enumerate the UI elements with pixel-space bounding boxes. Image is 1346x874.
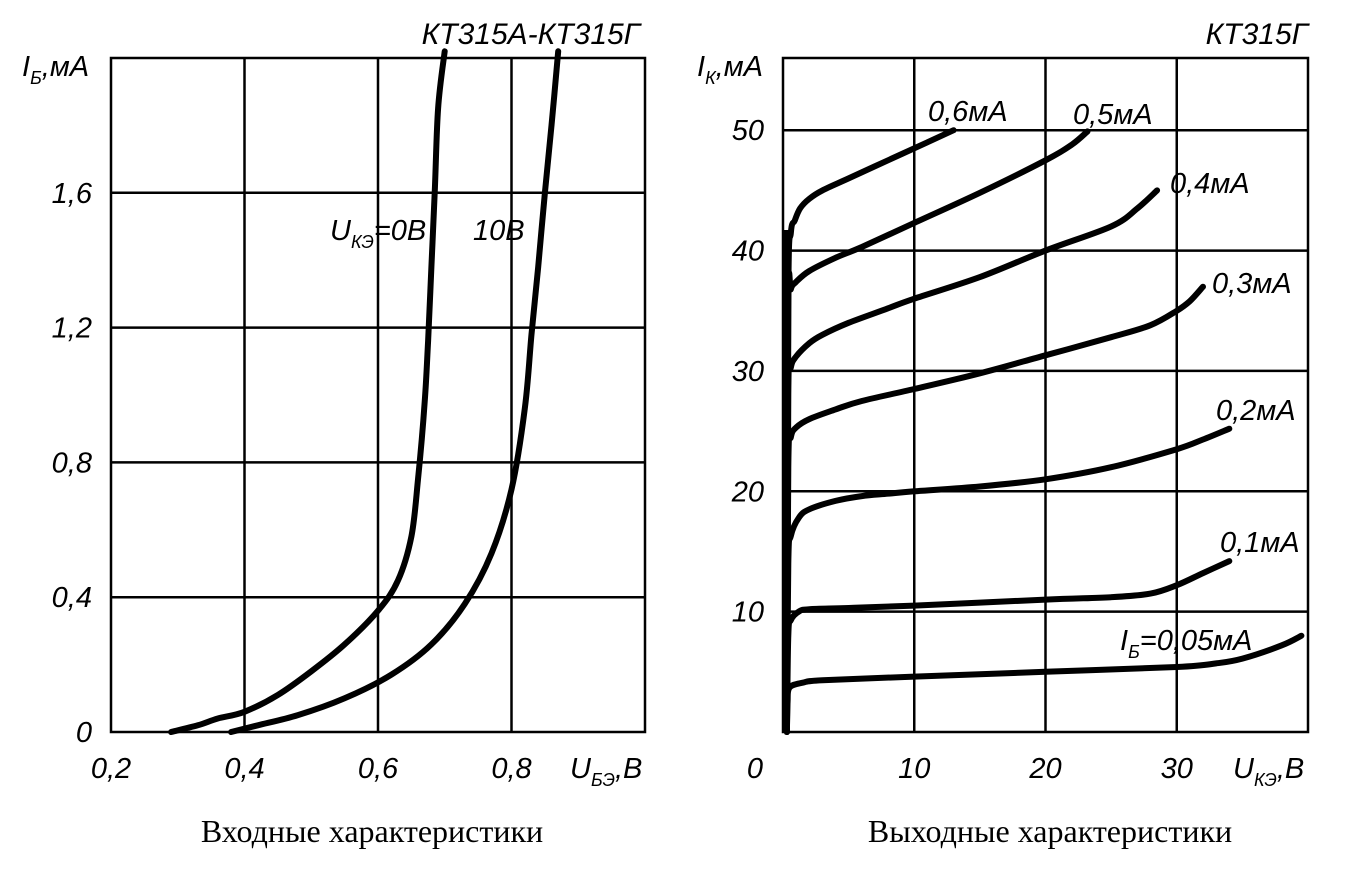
x-tick-label: 20 bbox=[1028, 753, 1061, 785]
series-label-0-2ma: 0,2мА bbox=[1216, 395, 1296, 427]
x-tick-label: 0,8 bbox=[491, 753, 531, 785]
curves bbox=[783, 127, 1305, 735]
y-tick-label: 0,4 bbox=[52, 582, 92, 614]
y-tick-label: 30 bbox=[732, 356, 764, 388]
series-line-2 bbox=[783, 425, 1233, 735]
grid bbox=[781, 56, 1310, 734]
y-tick-label: 0 bbox=[76, 717, 92, 749]
series-line-4 bbox=[783, 187, 1161, 735]
x-tick-label: 0,2 bbox=[91, 753, 131, 785]
series-line-5 bbox=[783, 128, 1091, 735]
series-label-ukeh-0v: UКЭ=0В bbox=[330, 215, 426, 252]
series-label-0-5ma: 0,5мА bbox=[1073, 99, 1153, 131]
tick-labels: 0,2 0,4 0,6 0,8 0 0,4 0,8 1,2 1,6 bbox=[52, 178, 532, 785]
chart-title: КТ315Г bbox=[1206, 18, 1311, 51]
x-axis-label: UБЭ,В bbox=[570, 753, 642, 790]
origin-label: 0 bbox=[747, 753, 763, 785]
y-axis-label: IК,мА bbox=[697, 51, 763, 88]
y-axis-label: IБ,мА bbox=[22, 51, 89, 88]
x-tick-label: 0,4 bbox=[224, 753, 264, 785]
series-label-0-6ma: 0,6мА bbox=[928, 96, 1008, 128]
series-label-0-3ma: 0,3мА bbox=[1212, 268, 1292, 300]
chart-caption: Входные характеристики bbox=[201, 813, 543, 849]
series-line-6 bbox=[783, 127, 957, 735]
x-axis-label: UКЭ,В bbox=[1233, 753, 1304, 790]
output-characteristics-chart: 10 20 30 10 20 30 40 50 КТ315Г IК,мА UКЭ,В 0 IБ… bbox=[697, 18, 1311, 849]
grid bbox=[109, 56, 647, 734]
x-tick-label: 10 bbox=[898, 753, 930, 785]
y-tick-label: 50 bbox=[732, 115, 764, 147]
chart-title: КТ315А-КТ315Г bbox=[422, 18, 643, 51]
y-tick-label: 40 bbox=[732, 236, 764, 268]
series-label-ib-0-05ma: IБ=0,05мА bbox=[1120, 625, 1252, 662]
y-tick-label: 1,2 bbox=[52, 313, 92, 345]
series-line-1 bbox=[783, 558, 1233, 735]
y-tick-label: 10 bbox=[732, 597, 764, 629]
series-label-0-1ma: 0,1мА bbox=[1220, 527, 1300, 559]
series-line-1 bbox=[228, 48, 562, 735]
series-label-10v: 10В bbox=[473, 215, 525, 247]
x-tick-label: 30 bbox=[1161, 753, 1193, 785]
tick-labels: 10 20 30 10 20 30 40 50 bbox=[731, 115, 1193, 785]
curves bbox=[168, 48, 562, 735]
chart-caption: Выходные характеристики bbox=[868, 813, 1232, 849]
series-line-0 bbox=[168, 48, 448, 735]
series-line-3 bbox=[783, 283, 1206, 735]
x-tick-label: 0,6 bbox=[358, 753, 399, 785]
y-tick-label: 0,8 bbox=[52, 447, 92, 479]
series-label-0-4ma: 0,4мА bbox=[1170, 168, 1250, 200]
y-tick-label: 1,6 bbox=[52, 178, 93, 210]
input-characteristics-chart: 0,2 0,4 0,6 0,800,40,81,21,6 КТ315А-КТ315Г … bbox=[22, 18, 647, 849]
y-tick-label: 20 bbox=[731, 476, 764, 508]
